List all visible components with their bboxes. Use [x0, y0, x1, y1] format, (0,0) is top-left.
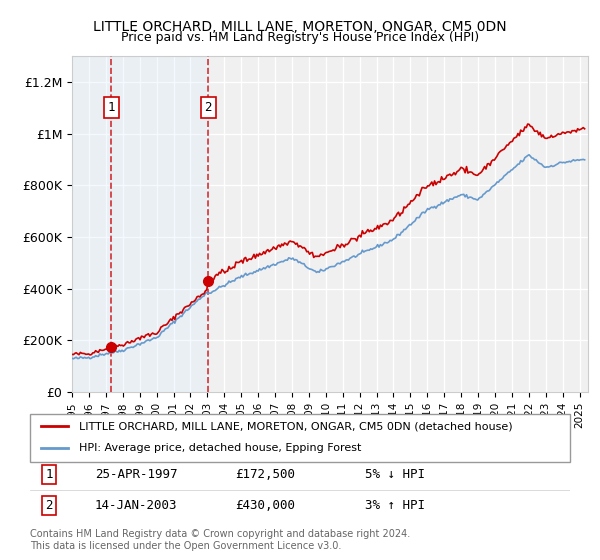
Text: 2: 2	[45, 499, 53, 512]
Text: 25-APR-1997: 25-APR-1997	[95, 468, 178, 481]
Text: LITTLE ORCHARD, MILL LANE, MORETON, ONGAR, CM5 0DN (detached house): LITTLE ORCHARD, MILL LANE, MORETON, ONGA…	[79, 421, 512, 431]
Text: 2: 2	[204, 101, 212, 114]
FancyBboxPatch shape	[30, 414, 570, 462]
Text: HPI: Average price, detached house, Epping Forest: HPI: Average price, detached house, Eppi…	[79, 443, 361, 452]
Text: LITTLE ORCHARD, MILL LANE, MORETON, ONGAR, CM5 0DN: LITTLE ORCHARD, MILL LANE, MORETON, ONGA…	[93, 20, 507, 34]
Text: 1: 1	[107, 101, 115, 114]
Text: 1: 1	[45, 468, 53, 481]
Bar	[72, 56, 111, 392]
Text: £172,500: £172,500	[235, 468, 295, 481]
Bar	[111, 56, 208, 392]
Text: Price paid vs. HM Land Registry's House Price Index (HPI): Price paid vs. HM Land Registry's House …	[121, 31, 479, 44]
Text: 3% ↑ HPI: 3% ↑ HPI	[365, 499, 425, 512]
Text: £430,000: £430,000	[235, 499, 295, 512]
Text: Contains HM Land Registry data © Crown copyright and database right 2024.
This d: Contains HM Land Registry data © Crown c…	[30, 529, 410, 551]
Text: 5% ↓ HPI: 5% ↓ HPI	[365, 468, 425, 481]
Text: 14-JAN-2003: 14-JAN-2003	[95, 499, 178, 512]
